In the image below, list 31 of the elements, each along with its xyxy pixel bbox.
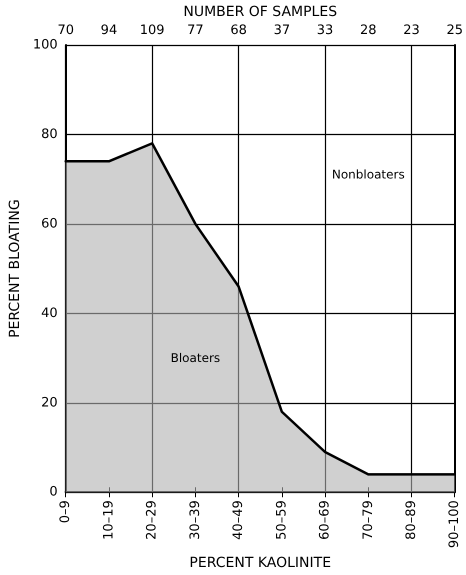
x-tick-label: 20–29 (144, 500, 160, 540)
x-tick-label: 70–79 (360, 500, 376, 540)
x-tick-label: 0–9 (58, 500, 74, 524)
text: 25 (446, 23, 463, 38)
annotation: Bloaters (170, 351, 220, 366)
x2-axis-title: NUMBER OF SAMPLES (183, 4, 338, 20)
text: 37 (274, 23, 290, 38)
text: 77 (187, 23, 204, 38)
x-tick-label: 40–49 (231, 500, 246, 540)
annotation: Nonbloaters (332, 168, 405, 182)
x-tick-label: 90–100 (447, 500, 462, 548)
x-tick-label: 80–89 (404, 500, 420, 540)
x-tick-label: 60–69 (318, 500, 333, 540)
x-tick-label: 50–59 (274, 500, 290, 540)
y-tick-label: 100 (32, 38, 58, 52)
x-axis-title: PERCENT KAOLINITE (189, 555, 332, 571)
text: 94 (100, 23, 118, 38)
text: 68 (230, 23, 247, 38)
text: 109 (140, 23, 165, 38)
x-tick-label: 30–39 (188, 500, 203, 540)
text: 70 (57, 23, 74, 38)
y-tick-label: 0 (49, 484, 58, 500)
x-tick-label: 10–19 (101, 500, 116, 540)
text: 28 (360, 23, 377, 38)
y-tick-label: 60 (41, 216, 58, 232)
y-tick-label: 20 (41, 395, 58, 410)
y-tick-label: 80 (41, 126, 58, 142)
y-tick-label: 40 (41, 306, 58, 321)
text: 23 (403, 23, 420, 38)
y-axis-title: PERCENT BLOATING (7, 199, 23, 338)
text: 33 (316, 23, 334, 38)
